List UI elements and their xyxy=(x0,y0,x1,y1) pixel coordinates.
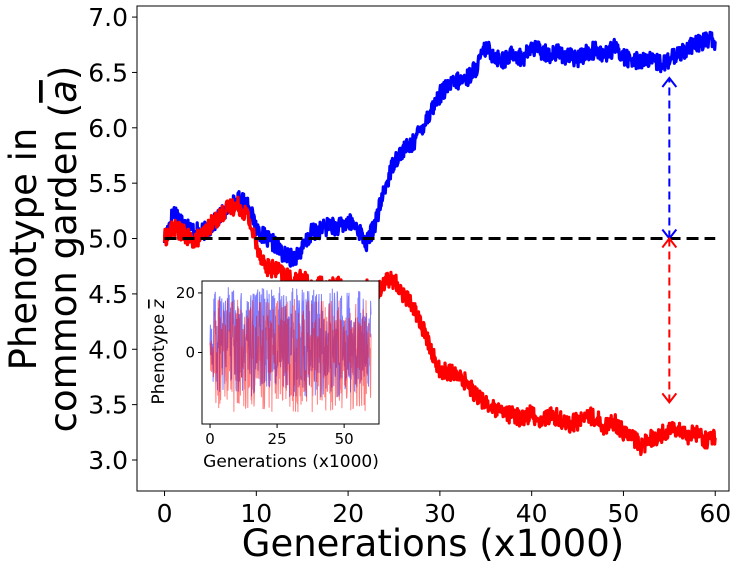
x-axis: 0 10 20 30 40 50 60 xyxy=(157,491,731,528)
y-tick-label: 3.0 xyxy=(88,446,128,475)
y-axis-label-symbol: a xyxy=(42,80,85,103)
x-tick-label: 20 xyxy=(332,499,364,528)
inset-series-red xyxy=(209,298,372,413)
inset-y-axis-label: Phenotype z xyxy=(149,298,169,404)
red-difference-arrow xyxy=(661,236,678,405)
y-axis: 3.0 3.5 4.0 4.5 5.0 5.5 6.0 6.5 7.0 xyxy=(88,3,137,475)
x-tick-label: 0 xyxy=(157,499,173,528)
y-tick-label: 6.0 xyxy=(88,114,128,143)
y-tick-label: 5.5 xyxy=(88,169,128,198)
series-line-blue xyxy=(162,30,717,268)
inset-x-tick-label: 0 xyxy=(205,430,215,448)
inset-chart: 0 25 50 0 20 Generations (x1000) Phenotype … xyxy=(149,280,380,472)
x-tick-label: 40 xyxy=(516,499,548,528)
y-tick-label: 5.0 xyxy=(88,225,128,254)
inset-series-layer xyxy=(209,287,372,413)
y-tick-label: 6.5 xyxy=(88,58,128,87)
y-axis-label-line2: common garden (a) xyxy=(42,66,85,433)
inset-y-axis: 0 20 xyxy=(176,284,202,362)
inset-y-tick-label: 0 xyxy=(185,344,195,362)
y-tick-label: 7.0 xyxy=(88,3,128,32)
y-tick-label: 4.5 xyxy=(88,280,128,309)
x-tick-label: 10 xyxy=(240,499,272,528)
inset-x-tick-label: 50 xyxy=(335,430,354,448)
x-axis-label: Generations (x1000) xyxy=(242,522,624,565)
y-tick-label: 4.0 xyxy=(88,335,128,364)
y-tick-label: 3.5 xyxy=(88,391,128,420)
inset-x-tick-label: 25 xyxy=(268,430,287,448)
y-axis-label: Phenotype in common garden (a) xyxy=(2,66,85,433)
inset-x-axis-label: Generations (x1000) xyxy=(203,452,379,472)
inset-y-tick-label: 20 xyxy=(176,284,195,302)
x-tick-label: 30 xyxy=(424,499,456,528)
inset-x-axis: 0 25 50 xyxy=(205,424,354,448)
annotation-layer xyxy=(164,76,716,405)
y-axis-label-line1: Phenotype in xyxy=(2,128,45,371)
x-tick-label: 50 xyxy=(608,499,640,528)
x-tick-label: 60 xyxy=(699,499,731,528)
